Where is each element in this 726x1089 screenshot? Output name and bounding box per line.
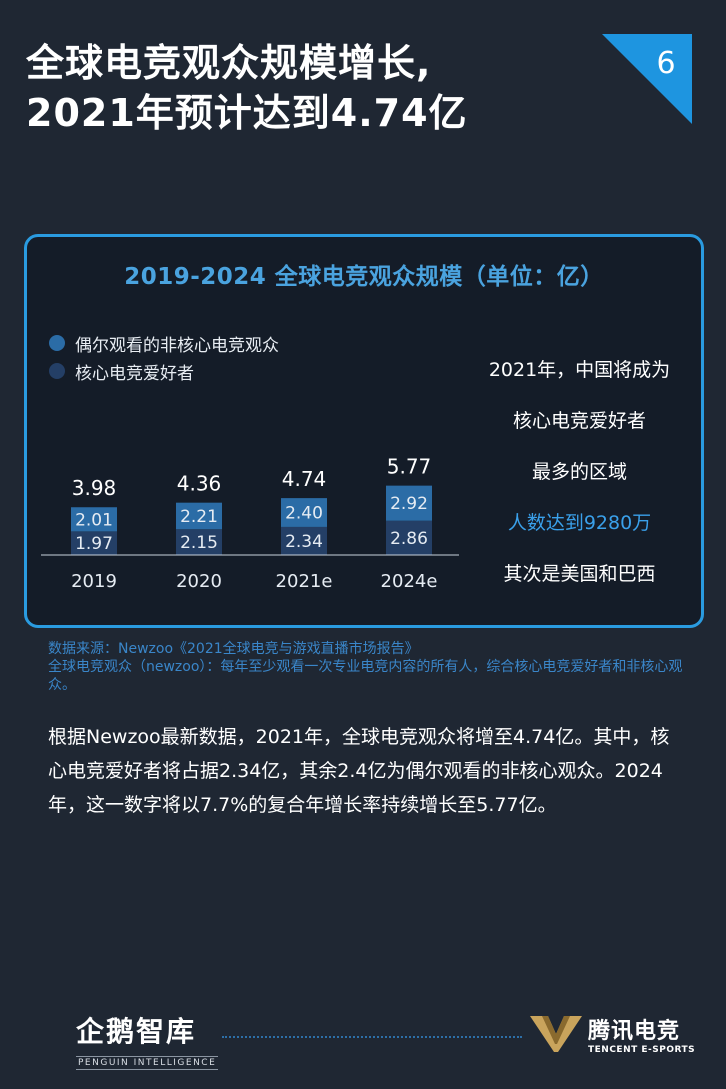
v-shield-icon xyxy=(530,1016,582,1052)
tencent-brand-cn: 腾讯电竞 xyxy=(588,1019,681,1044)
side-note-line-3: 最多的区域 xyxy=(531,461,627,483)
side-note-line-2: 核心电竞爱好者 xyxy=(512,410,646,432)
chart-legend: 偶尔观看的非核心电竞观众 核心电竞爱好者 xyxy=(49,329,279,385)
stacked-bar-chart: 1.97 2.01 3.98 2019 2.15 2.21 4.36 2020 2.34 2.40… xyxy=(41,455,459,592)
bar-label-casual-2019: 2.01 xyxy=(75,510,113,530)
bar-casual-2021e xyxy=(281,498,327,527)
page-number-badge: 6 xyxy=(602,34,692,124)
chart-title: 2019-2024 全球电竞观众规模（单位：亿） xyxy=(124,264,604,290)
x-tick-2019: 2019 xyxy=(71,571,117,592)
x-tick-2020: 2020 xyxy=(176,571,222,592)
bar-label-casual-2021e: 2.40 xyxy=(285,504,323,524)
bar-label-core-2024e: 2.86 xyxy=(390,529,428,549)
page-number: 6 xyxy=(656,46,676,81)
side-note-line-1: 2021年，中国将成为 xyxy=(488,359,671,381)
tencent-esports-logo: 腾讯电竞 TENCENT E-SPORTS xyxy=(528,1012,695,1056)
page-title: 全球电竞观众规模增长, 2021年预计达到4.74亿 xyxy=(26,38,468,138)
bar-label-core-2021e: 2.34 xyxy=(285,532,323,552)
source-line-1: 数据来源：Newzoo《2021全球电竞与游戏直播市场报告》 xyxy=(48,641,419,657)
legend-label-casual: 偶尔观看的非核心电竞观众 xyxy=(75,335,279,356)
x-tick-2024e: 2024e xyxy=(381,571,438,592)
bar-label-core-2019: 1.97 xyxy=(75,534,113,554)
penguin-brand-en: PENGUIN INTELLIGENCE xyxy=(76,1056,219,1070)
legend-item-core: 核心电竞爱好者 xyxy=(49,357,279,385)
legend-dot-core xyxy=(49,363,65,379)
bar-core-2020 xyxy=(176,529,222,555)
title-line-1: 全球电竞观众规模增长, xyxy=(26,41,432,85)
bar-label-core-2020: 2.15 xyxy=(180,533,218,553)
tencent-brand-en: TENCENT E-SPORTS xyxy=(588,1045,696,1055)
title-line-2: 2021年预计达到4.74亿 xyxy=(26,91,468,135)
corner-triangle-icon xyxy=(602,34,692,124)
bar-total-2024e: 5.77 xyxy=(387,455,432,479)
side-note: 2021年，中国将成为 核心电竞爱好者 最多的区域 人数达到9280万 其次是美… xyxy=(467,345,692,600)
side-note-highlight: 人数达到9280万 xyxy=(507,512,652,534)
body-paragraph: 根据Newzoo最新数据，2021年，全球电竞观众将增至4.74亿。其中，核心电… xyxy=(48,726,670,816)
bar-casual-2019 xyxy=(71,507,117,532)
legend-item-casual: 偶尔观看的非核心电竞观众 xyxy=(49,329,279,357)
bar-core-2021e xyxy=(281,526,327,555)
bar-total-2019: 3.98 xyxy=(72,476,117,500)
bar-casual-2020 xyxy=(176,502,222,530)
bar-total-2020: 4.36 xyxy=(177,472,222,496)
side-note-line-5: 其次是美国和巴西 xyxy=(503,563,656,585)
source-note: 数据来源：Newzoo《2021全球电竞与游戏直播市场报告》 全球电竞观众（ne… xyxy=(48,640,708,694)
penguin-brand-cn: 企鹅智库 xyxy=(76,1015,197,1048)
bar-total-2021e: 4.74 xyxy=(282,467,327,491)
chart-panel: 2019-2024 全球电竞观众规模（单位：亿） 偶尔观看的非核心电竞观众 核心… xyxy=(24,234,704,628)
bar-casual-2024e xyxy=(386,485,432,521)
source-line-2: 全球电竞观众（newzoo）：每年至少观看一次专业电竞内容的所有人，综合核心电竞… xyxy=(48,659,683,693)
bar-core-2024e xyxy=(386,520,432,555)
legend-label-core: 核心电竞爱好者 xyxy=(75,363,194,384)
legend-dot-casual xyxy=(49,335,65,351)
x-tick-2021e: 2021e xyxy=(276,571,333,592)
bar-label-casual-2020: 2.21 xyxy=(180,507,218,527)
bar-label-casual-2024e: 2.92 xyxy=(390,494,428,514)
bar-core-2019 xyxy=(71,531,117,555)
penguin-intelligence-logo: 企鹅智库 PENGUIN INTELLIGENCE xyxy=(76,1010,219,1070)
footer-divider xyxy=(222,1036,522,1038)
